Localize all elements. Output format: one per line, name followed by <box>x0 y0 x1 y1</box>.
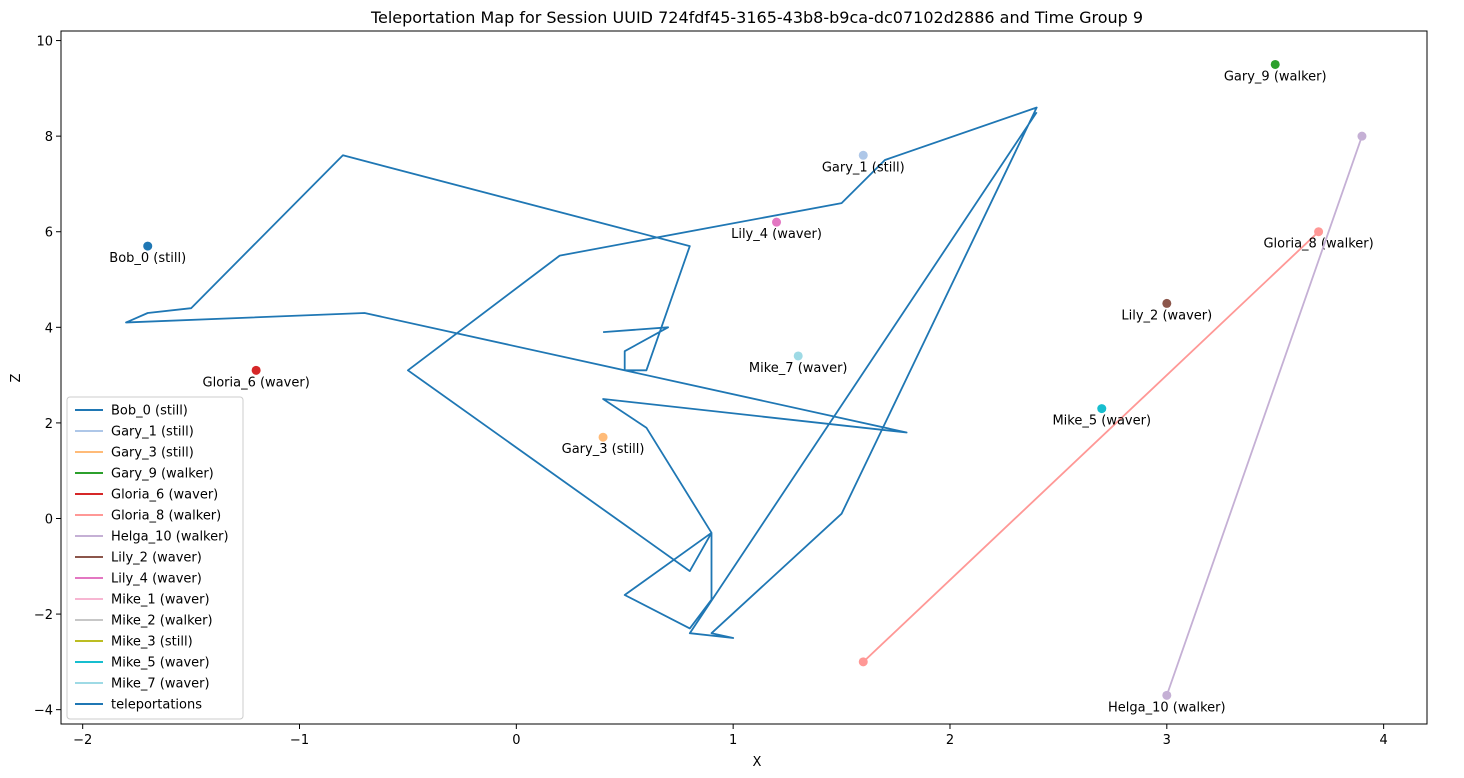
legend-label: Gloria_6 (waver) <box>111 488 218 503</box>
data-point <box>143 241 153 251</box>
y-tick-label: 10 <box>36 35 53 50</box>
plot-frame <box>60 30 1428 725</box>
walker-label: Helga_10 (walker) <box>1108 700 1226 715</box>
y-tick-label: −2 <box>34 608 53 623</box>
data-point <box>1162 298 1172 308</box>
point-label: Mike_5 (waver) <box>1052 414 1151 429</box>
legend-label: Gary_9 (walker) <box>111 467 214 482</box>
legend-label: Gary_1 (still) <box>111 425 194 440</box>
point-label: Gary_3 (still) <box>562 442 645 457</box>
walker-lines-layer: Gloria_8 (walker) Helga_10 (walker) <box>858 131 1374 715</box>
x-tick-label: −1 <box>290 733 309 748</box>
points-layer: Bob_0 (still) Gary_1 (still) Gary_3 (still… <box>109 59 1327 457</box>
point-label: Gary_1 (still) <box>822 160 905 175</box>
walker-point <box>1162 690 1172 700</box>
legend-label: Gary_3 (still) <box>111 446 194 461</box>
data-point <box>858 150 868 160</box>
data-point <box>598 432 608 442</box>
legend-label: Lily_2 (waver) <box>111 551 202 566</box>
point-label: Gloria_6 (waver) <box>203 375 310 390</box>
point-label: Lily_2 (waver) <box>1121 308 1212 323</box>
legend-label: Mike_3 (still) <box>111 635 193 650</box>
data-point <box>772 217 782 227</box>
legend-label: teleportations <box>111 698 202 713</box>
data-point <box>1270 59 1280 69</box>
x-tick-label: 2 <box>946 733 954 748</box>
teleportation-path <box>125 106 1038 639</box>
data-point <box>251 365 261 375</box>
x-tick-label: −2 <box>73 733 92 748</box>
y-tick-label: 4 <box>45 321 53 336</box>
walker-point <box>858 657 868 667</box>
plot-area <box>61 31 1427 724</box>
legend: Bob_0 (still) Gary_1 (still) Gary_3 (still… <box>66 396 244 720</box>
legend-label: Gloria_8 (walker) <box>111 509 221 524</box>
x-axis-ticks: −2 −1 0 1 2 3 4 <box>73 724 1388 748</box>
chart-title: Teleportation Map for Session UUID 724fd… <box>370 8 1143 27</box>
teleportations-layer <box>125 106 1038 639</box>
y-tick-label: 6 <box>45 226 53 241</box>
y-axis-label: Z <box>9 373 24 382</box>
legend-label: Bob_0 (still) <box>111 404 188 419</box>
point-label: Lily_4 (waver) <box>731 227 822 242</box>
x-tick-label: 3 <box>1163 733 1171 748</box>
y-tick-label: 2 <box>45 417 53 432</box>
x-tick-label: 0 <box>512 733 520 748</box>
point-label: Gary_9 (walker) <box>1224 69 1327 84</box>
legend-label: Mike_5 (waver) <box>111 656 210 671</box>
y-tick-label: −4 <box>34 704 53 719</box>
legend-label: Mike_2 (walker) <box>111 614 213 629</box>
legend-box <box>66 396 244 720</box>
walker-point <box>1357 131 1367 141</box>
point-label: Bob_0 (still) <box>109 251 186 266</box>
x-tick-label: 1 <box>729 733 737 748</box>
walker-line <box>862 231 1320 663</box>
legend-label: Lily_4 (waver) <box>111 572 202 587</box>
legend-label: Helga_10 (walker) <box>111 530 229 545</box>
walker-line <box>1165 135 1363 696</box>
x-axis-label: X <box>753 755 762 770</box>
x-tick-label: 4 <box>1379 733 1387 748</box>
y-axis-ticks: −4 −2 0 2 4 6 8 10 <box>34 35 61 719</box>
y-tick-label: 8 <box>45 130 53 145</box>
y-tick-label: 0 <box>45 512 53 527</box>
walker-label: Gloria_8 (walker) <box>1263 237 1373 252</box>
point-label: Mike_7 (waver) <box>749 361 848 376</box>
walker-point <box>1314 227 1324 237</box>
data-point <box>793 351 803 361</box>
legend-label: Mike_7 (waver) <box>111 677 210 692</box>
data-point <box>1097 404 1107 414</box>
legend-label: Mike_1 (waver) <box>111 593 210 608</box>
